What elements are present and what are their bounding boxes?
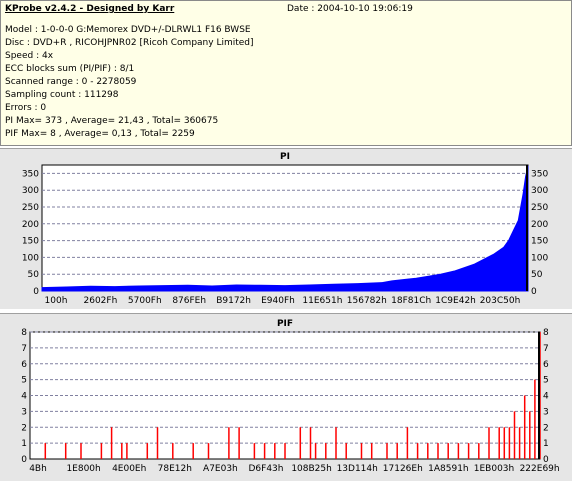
x-tick-label: 1E800h [66,464,100,474]
y-tick-label-right: 0 [543,455,549,465]
y-tick-label-right: 0 [531,287,537,297]
y-tick-label: 2 [21,423,27,433]
x-tick-label: 2602Fh [84,296,118,306]
info-line: Sampling count : 111298 [5,90,119,100]
x-tick-label: 4E00Eh [112,464,146,474]
y-tick-label: 300 [22,186,39,196]
x-tick-label: A7E03h [203,464,238,474]
y-tick-label-right: 5 [543,376,549,386]
y-tick-label-right: 1 [543,439,549,449]
y-tick-label: 7 [21,344,27,354]
y-tick-label-right: 200 [531,220,548,230]
y-tick-label: 3 [21,407,27,417]
pi-chart: PI 0 0 50 50 100 100 150 150 200 200 250 250 300 300 35… [22,152,549,306]
x-tick-label: 156782h [347,296,387,306]
x-tick-label: B9172h [216,296,251,306]
x-tick-label: 18F81Ch [391,296,431,306]
y-tick-label: 0 [33,287,39,297]
pi-area [41,165,529,292]
y-tick-label-right: 8 [543,328,549,338]
x-tick-label: 5700Fh [128,296,162,306]
y-tick-label-right: 3 [543,407,549,417]
y-tick-label-right: 2 [543,423,549,433]
y-tick-label: 4 [21,392,27,402]
y-tick-label: 5 [21,376,27,386]
y-tick-label: 350 [22,169,39,179]
y-tick-label-right: 6 [543,360,549,370]
y-tick-label-right: 4 [543,392,549,402]
y-tick-label: 250 [22,203,39,213]
info-line: PI Max= 373 , Average= 21,43 , Total= 36… [5,116,219,126]
info-line: Model : 1-0-0-0 G:Memorex DVD+/-DLRWL1 F… [5,25,251,35]
y-tick-label-right: 300 [531,186,548,196]
y-tick-label-right: 150 [531,237,548,247]
x-tick-label: D6F43h [249,464,284,474]
y-tick-label-right: 50 [531,270,543,280]
x-tick-label: 11E651h [302,296,342,306]
y-tick-label-right: 350 [531,169,548,179]
pif-chart-panel: PIF 0 0 1 1 2 2 3 3 4 4 5 5 6 6 7 7 8 8 4Bh 1E800h 4E00Eh 78E1… [0,313,572,481]
info-line: Scanned range : 0 - 2278059 [5,77,137,87]
info-line: PIF Max= 8 , Average= 0,13 , Total= 2259 [5,129,195,139]
x-tick-label: 1EB003h [474,464,514,474]
y-tick-label: 150 [22,237,39,247]
x-tick-label: 1C9E42h [435,296,476,306]
x-tick-label: 108B25h [291,464,332,474]
pi-chart-panel: PI 0 0 50 50 100 100 150 150 200 200 250 250 300 300 35… [0,148,572,309]
y-tick-label: 200 [22,220,39,230]
x-tick-label: 222E69h [520,464,560,474]
x-tick-label: 17126Eh [383,464,423,474]
plot-area [41,164,529,292]
chart-title: PIF [277,319,293,329]
x-tick-label: 4Bh [29,464,47,474]
info-line: Speed : 4x [5,51,54,61]
info-line: Disc : DVD+R , RICOHJPNR02 [Ricoh Compan… [5,38,254,48]
x-tick-label: 100h [45,296,68,306]
x-tick-label: 78E12h [158,464,192,474]
y-tick-label-right: 250 [531,203,548,213]
pif-chart: PIF 0 0 1 1 2 2 3 3 4 4 5 5 6 6 7 7 8 8 4Bh 1E800h 4E00Eh 78E1… [21,319,560,474]
y-tick-label: 100 [22,253,39,263]
info-line: Errors : 0 [5,103,47,113]
y-tick-label: 0 [21,455,27,465]
info-panel: KProbe v2.4.2 - Designed by Karr Date : … [0,0,572,146]
app-title: KProbe v2.4.2 - Designed by Karr [5,4,175,14]
y-tick-label: 50 [28,270,40,280]
x-tick-label: 203C50h [480,296,521,306]
scan-date: Date : 2004-10-10 19:06:19 [287,4,413,14]
y-tick-label: 8 [21,328,27,338]
x-tick-label: 876FEh [172,296,206,306]
info-line: ECC blocks sum (PI/PIF) : 8/1 [5,64,135,74]
y-tick-label: 1 [21,439,27,449]
x-tick-label: 1A8591h [428,464,469,474]
y-tick-label-right: 100 [531,253,548,263]
x-tick-label: E940Fh [261,296,295,306]
x-tick-label: 13D114h [337,464,378,474]
chart-title: PI [280,152,290,162]
y-tick-label-right: 7 [543,344,549,354]
y-tick-label: 6 [21,360,27,370]
